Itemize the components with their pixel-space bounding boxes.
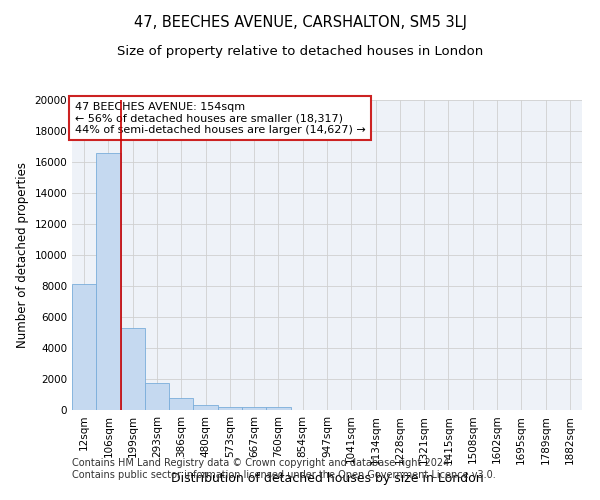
- Bar: [169, 398, 193, 410]
- Text: Size of property relative to detached houses in London: Size of property relative to detached ho…: [117, 45, 483, 58]
- Bar: [242, 407, 266, 410]
- Text: 47 BEECHES AVENUE: 154sqm
← 56% of detached houses are smaller (18,317)
44% of s: 47 BEECHES AVENUE: 154sqm ← 56% of detac…: [74, 102, 365, 134]
- Text: Contains HM Land Registry data © Crown copyright and database right 2024.
Contai: Contains HM Land Registry data © Crown c…: [72, 458, 496, 480]
- Y-axis label: Number of detached properties: Number of detached properties: [16, 162, 29, 348]
- Bar: [121, 328, 145, 410]
- Bar: [96, 152, 121, 410]
- Bar: [72, 284, 96, 410]
- Text: 47, BEECHES AVENUE, CARSHALTON, SM5 3LJ: 47, BEECHES AVENUE, CARSHALTON, SM5 3LJ: [133, 15, 467, 30]
- Bar: [266, 407, 290, 410]
- Bar: [193, 406, 218, 410]
- Bar: [218, 407, 242, 410]
- X-axis label: Distribution of detached houses by size in London: Distribution of detached houses by size …: [170, 472, 484, 485]
- Bar: [145, 383, 169, 410]
